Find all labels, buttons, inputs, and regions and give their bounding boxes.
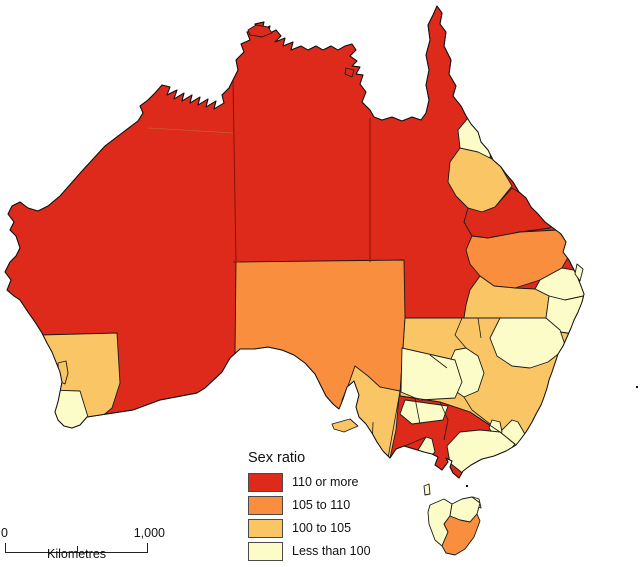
legend-label: Less than 100 (292, 544, 371, 558)
kimberley-division-line (147, 127, 234, 134)
scale-start-label: 0 (1, 526, 8, 540)
legend-label: 110 or more (292, 475, 359, 489)
bass-strait-islet (466, 485, 468, 487)
legend-label: 105 to 110 (292, 498, 351, 512)
legend-item: Less than 100 (248, 542, 371, 561)
legend-swatch-105-to-110 (248, 496, 283, 515)
map-region-murray-nsw (400, 347, 463, 401)
map-region-kangaroo-island (331, 418, 359, 433)
map-region-fraser-island (574, 263, 584, 282)
map-region-groote-eylandt (344, 67, 355, 78)
state-border-sa-vic (387, 396, 400, 459)
scale-tick-middle (77, 546, 78, 552)
map-region-melville-island (247, 24, 273, 38)
state-border-wa-nt (232, 79, 371, 263)
map-region-mallee-vic (399, 399, 449, 425)
state-border-murray-river (399, 395, 518, 447)
lord-howe-island-dot (636, 386, 638, 388)
legend-item: 105 to 110 (248, 496, 371, 515)
map-region-new-england (489, 317, 567, 369)
legend-label: 100 to 105 (292, 521, 352, 535)
scale-unit-label: Kilometres (46, 547, 107, 561)
scale-tick-end (147, 543, 148, 552)
legend-title: Sex ratio (248, 450, 306, 466)
scale-end-label: 1,000 (133, 526, 165, 540)
scale-bar: 0 1,000 Kilometres (1, 526, 165, 561)
map-region-king-island (423, 483, 431, 496)
legend: Sex ratio 110 or more 105 to 110 100 to … (248, 450, 371, 565)
legend-swatch-110-or-more (248, 473, 283, 492)
map-region-mackay-coast (463, 187, 557, 239)
legend-item: 100 to 105 (248, 519, 371, 538)
legend-swatch-less-than-100 (248, 542, 283, 561)
legend-item: 110 or more (248, 473, 371, 492)
map-region-gippsland (446, 429, 516, 476)
scale-tick-start (5, 543, 6, 552)
map-region-southern-tasmania (441, 513, 481, 556)
legend-swatch-100-to-105 (248, 519, 283, 538)
